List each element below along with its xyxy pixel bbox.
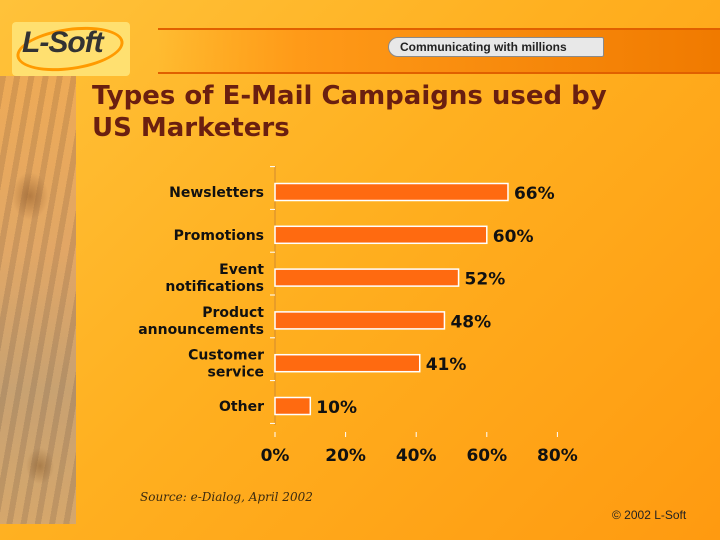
data-label: 60%	[493, 227, 534, 247]
slide-title-line-1: Types of E-Mail Campaigns used by	[92, 81, 607, 111]
logo-text: L-Soft	[22, 26, 104, 59]
category-label: Newsletters	[169, 185, 264, 201]
slide-title: Types of E-Mail Campaigns used by US Mar…	[92, 80, 692, 144]
bar	[274, 182, 509, 202]
header-divider-bottom	[158, 72, 720, 74]
data-label: 48%	[450, 312, 491, 332]
x-tick-label: 0%	[261, 446, 290, 466]
x-tick-label: 60%	[466, 446, 507, 466]
bar	[274, 311, 446, 330]
decorative-photo-strip	[0, 76, 76, 524]
data-label: 41%	[426, 355, 467, 375]
category-label: announcements	[138, 322, 264, 338]
bar	[274, 225, 488, 245]
data-label: 66%	[514, 184, 555, 204]
slide-title-line-2: US Marketers	[92, 113, 290, 143]
category-label: service	[208, 365, 264, 381]
category-label: notifications	[165, 279, 264, 295]
category-label: Product	[202, 305, 264, 321]
category-label: Promotions	[174, 228, 264, 244]
x-tick-label: 40%	[396, 446, 437, 466]
tagline-pill	[388, 37, 604, 57]
bar	[274, 353, 421, 373]
header-divider-top	[158, 28, 720, 30]
logo	[12, 20, 130, 78]
category-label: Event	[219, 262, 264, 278]
category-label: Other	[219, 399, 264, 415]
data-label: 52%	[465, 270, 506, 290]
source-note: Source: e-Dialog, April 2002	[140, 490, 313, 504]
category-label: Customer	[188, 348, 264, 364]
bar	[274, 396, 312, 416]
x-tick-label: 20%	[325, 446, 366, 466]
data-label: 10%	[316, 398, 357, 418]
bar	[274, 268, 460, 287]
copyright: © 2002 L-Soft	[612, 508, 687, 522]
tagline: Communicating with millions	[400, 40, 567, 54]
x-tick-label: 80%	[537, 446, 578, 466]
